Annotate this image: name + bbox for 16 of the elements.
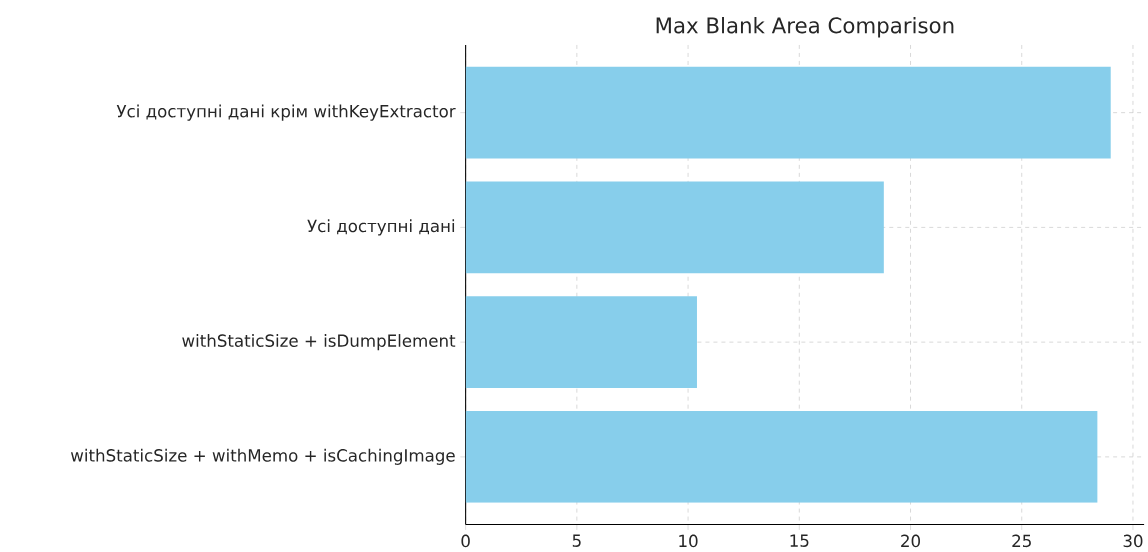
x-tick-label: 30 — [1123, 534, 1143, 548]
x-tick-label: 5 — [572, 534, 581, 548]
bar — [465, 411, 1098, 503]
y-tick-label: withStaticSize + isDumpElement — [182, 334, 456, 351]
y-tick-label: Усі доступні дані крім withKeyExtractor — [116, 104, 456, 121]
bar — [465, 66, 1111, 159]
chart-title: Max Blank Area Comparison — [656, 17, 954, 38]
y-tick-label: withStaticSize + withMemo + isCachingImage — [70, 448, 455, 466]
x-tick-label: 20 — [901, 534, 920, 548]
x-tick-label: 0 — [461, 534, 470, 548]
y-tick-label: Усі доступні дані — [307, 219, 455, 236]
bar — [465, 181, 884, 274]
bar — [465, 296, 697, 389]
x-tick-label: 10 — [679, 534, 698, 548]
x-tick-label: 15 — [790, 534, 809, 548]
x-tick-label: 25 — [1012, 534, 1031, 548]
